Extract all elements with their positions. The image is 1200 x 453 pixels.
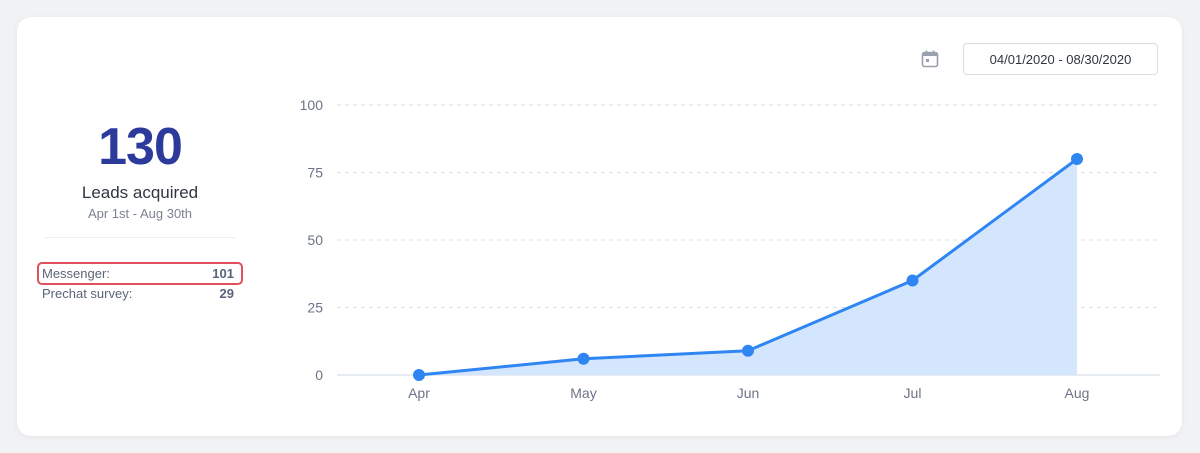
breakdown-row-messenger: Messenger: 101 (37, 262, 243, 285)
leads-summary: 130 Leads acquired Apr 1st - Aug 30th Me… (37, 117, 243, 302)
breakdown-row-prechat: Prechat survey: 29 (40, 285, 240, 302)
x-tick-label: May (570, 385, 596, 401)
x-tick-label: Jul (904, 385, 922, 401)
chart-point[interactable] (1071, 153, 1083, 165)
summary-divider (44, 237, 236, 238)
leads-label: Leads acquired (81, 183, 199, 202)
chart-point[interactable] (906, 274, 919, 287)
y-tick-label: 50 (307, 232, 323, 248)
x-tick-label: Jun (737, 385, 760, 401)
y-tick-label: 100 (300, 97, 324, 113)
leads-total: 130 (98, 118, 183, 176)
chart-point[interactable] (413, 369, 425, 381)
leads-card: 130 Leads acquired Apr 1st - Aug 30th Me… (17, 17, 1182, 436)
chart-point[interactable] (742, 344, 754, 357)
y-tick-label: 25 (307, 300, 323, 316)
date-range-picker[interactable]: 04/01/2020 - 08/30/2020 (963, 43, 1158, 75)
leads-chart: 0 25 50 75 100 Apr May Jun Jul Aug (300, 97, 1160, 401)
breakdown-value: 101 (212, 266, 234, 281)
breakdown-label: Messenger: (42, 266, 110, 281)
y-tick-label: 75 (307, 165, 323, 181)
chart-points (413, 153, 1083, 381)
breakdown-value: 29 (219, 286, 234, 301)
leads-breakdown: Messenger: 101 Prechat survey: 29 (37, 262, 243, 302)
leads-range: Apr 1st - Aug 30th (87, 206, 193, 221)
chart-point[interactable] (577, 352, 590, 365)
chart-x-axis: Apr May Jun Jul Aug (408, 385, 1089, 401)
breakdown-label: Prechat survey: (42, 286, 133, 301)
chart-area-fill (419, 159, 1077, 375)
x-tick-label: Apr (408, 385, 430, 401)
calendar-icon[interactable] (920, 49, 940, 69)
chart-y-axis: 0 25 50 75 100 (300, 97, 324, 383)
x-tick-label: Aug (1065, 385, 1090, 401)
y-tick-label: 0 (315, 367, 323, 383)
